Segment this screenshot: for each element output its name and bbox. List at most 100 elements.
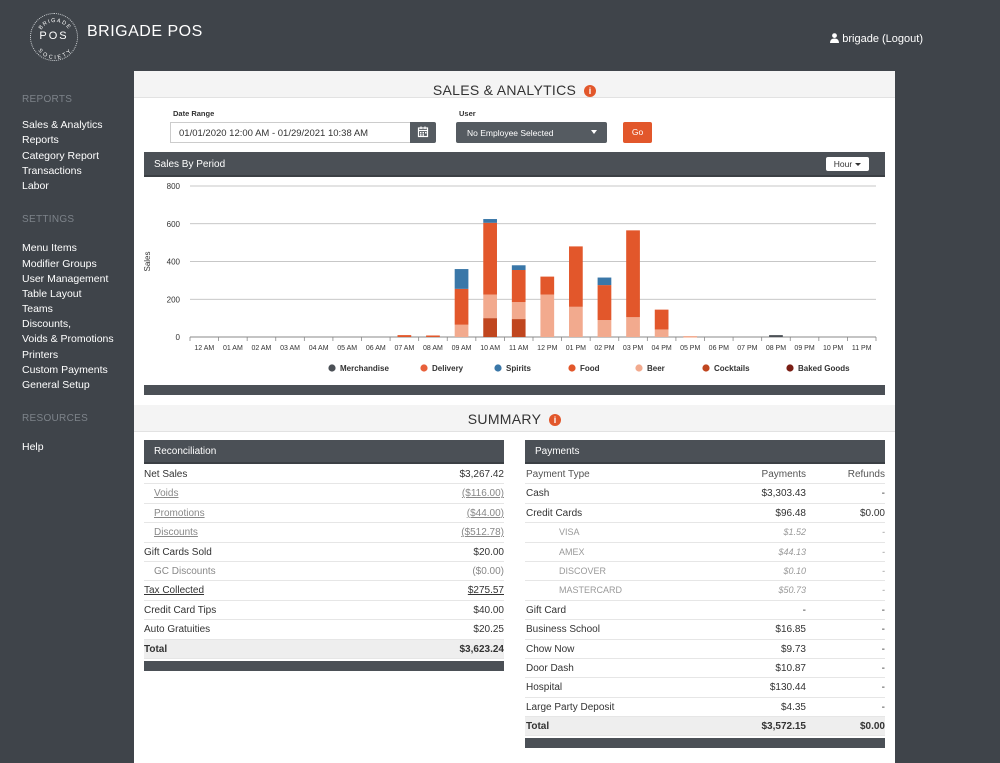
payment-type: VISA [559,527,580,538]
user-logout-label: brigade (Logout) [842,33,923,45]
bar-segment [569,246,583,307]
bar-segment [511,319,526,337]
sidebar-item-labor[interactable]: Labor [22,179,49,192]
reconciliation-panel-footer [144,661,504,671]
legend-label: Delivery [432,364,464,373]
bar-segment [597,320,612,337]
legend-swatch [420,364,428,372]
row-label: Net Sales [144,469,188,480]
sidebar-item-user-management[interactable]: User Management [22,272,109,285]
sidebar-item-general-setup[interactable]: General Setup [22,379,90,391]
row-label[interactable]: Promotions [154,507,205,519]
logo-ring: BRIGADE SOCIETY [37,18,74,61]
refund-amount: - [881,488,885,500]
sidebar-item-category-report[interactable]: Category Report [22,149,100,162]
x-tick-label: 02 PM [594,345,614,352]
payments-panel-footer [525,738,885,748]
bar-segment [597,285,612,321]
table-row: Business School $16.85 - [525,620,885,640]
payment-type: Chow Now [526,643,575,655]
svg-text:SOCIETY: SOCIETY [37,48,74,61]
row-label[interactable]: Tax Collected [144,585,205,597]
row-value[interactable]: ($116.00) [461,488,504,500]
sidebar-item-sales-analytics[interactable]: Sales & Analytics [22,119,103,132]
refund-amount: - [881,662,885,674]
sidebar: REPORTS Sales & Analytics Reports Catego… [22,92,132,456]
sidebar-item-modifier-groups[interactable]: Modifier Groups [22,257,97,270]
reconciliation-table: Net Sales $3,267.42 Voids ($116.00) Promot… [144,465,504,659]
x-tick-label: 09 AM [452,345,472,352]
bar-segment [540,276,555,295]
sidebar-item-custom-payments[interactable]: Custom Payments [22,363,108,376]
table-row[interactable]: Promotions ($44.00) [144,504,504,524]
row-label: GC Discounts [154,565,216,577]
sidebar-item-reports[interactable]: Reports [22,134,59,147]
x-tick-label: 01 PM [566,345,586,352]
caret-down-icon [855,163,862,166]
x-tick-label: 03 PM [623,345,643,352]
bar-segment [626,230,640,318]
user-logout-link[interactable]: brigade (Logout) [830,33,923,45]
period-dropdown-button[interactable]: Hour [826,157,869,171]
chart-panel-header: Sales By Period Hour [144,152,885,177]
table-row: Gift Card - - [525,601,885,621]
sidebar-item-transactions[interactable]: Transactions [22,164,82,177]
info-icon[interactable]: i [549,414,562,426]
info-icon[interactable]: i [584,85,597,97]
row-value: ($0.00) [472,565,504,577]
payment-type: AMEX [559,546,585,557]
x-tick-label: 09 PM [794,345,814,352]
payment-type: Credit Cards [526,507,583,519]
payment-type: Hospital [526,682,563,694]
bar-segment [483,219,497,223]
legend-label: Baked Goods [798,364,850,373]
sidebar-item-menu-items[interactable]: Menu Items [22,242,77,255]
table-row[interactable]: Voids ($116.00) [144,484,504,504]
row-label: Total [144,643,168,655]
row-label[interactable]: Discounts [154,527,198,539]
table-row[interactable]: Discounts ($512.78) [144,523,504,543]
x-tick-label: 11 PM [852,345,872,352]
summary-title-band [134,405,895,432]
date-range-input[interactable]: 01/01/2020 12:00 AM - 01/29/2021 10:38 A… [170,122,410,143]
sidebar-item-printers[interactable]: Printers [22,348,59,361]
y-axis-label: Sales [144,251,152,271]
sidebar-item-teams[interactable]: Teams [22,303,53,316]
x-tick-label: 08 PM [766,345,786,352]
table-row: VISA $1.52 - [525,523,885,543]
row-value[interactable]: ($512.78) [461,527,504,539]
payment-amount: $9.73 [780,643,806,655]
table-row: GC Discounts ($0.00) [144,562,504,582]
table-row[interactable]: Tax Collected $275.57 [144,581,504,601]
payments-table: Payment Type Payments Refunds Cash $3,303.4… [525,465,885,737]
legend-label: Food [580,364,600,373]
row-label[interactable]: Voids [154,488,179,500]
bar-segment [454,324,469,337]
sidebar-item-discounts[interactable]: Discounts, [22,318,72,331]
sidebar-item-voids-promotions[interactable]: Voids & Promotions [22,333,114,346]
bar-segment [483,294,497,319]
bar-segment [683,336,698,338]
row-value: $20.00 [473,546,504,558]
sidebar-header-reports: REPORTS [22,94,73,105]
reconciliation-panel-header: Reconciliation [144,440,504,464]
calendar-button[interactable] [410,122,436,143]
go-button[interactable]: Go [623,122,652,143]
row-value: $20.25 [473,624,504,636]
legend-label: Merchandise [340,364,389,373]
row-value[interactable]: ($44.00) [466,507,504,519]
brigade-society-logo[interactable]: BRIGADE SOCIETY POS [30,13,78,61]
row-value[interactable]: $275.57 [467,585,504,597]
reconciliation-title: Reconciliation [154,446,217,457]
sidebar-item-table-layout[interactable]: Table Layout [22,287,82,300]
y-tick-label: 200 [167,295,181,304]
payment-amount: $1.52 [783,527,806,538]
sidebar-item-help[interactable]: Help [22,441,44,454]
payment-type: Large Party Deposit [526,701,615,713]
employee-select[interactable]: No Employee Selected [456,122,607,143]
analytics-title: SALES & ANALYTICS i [134,82,895,98]
y-tick-label: 400 [167,258,181,267]
legend-swatch [786,364,794,372]
legend-label: Beer [647,364,665,373]
table-row: AMEX $44.13 - [525,543,885,562]
